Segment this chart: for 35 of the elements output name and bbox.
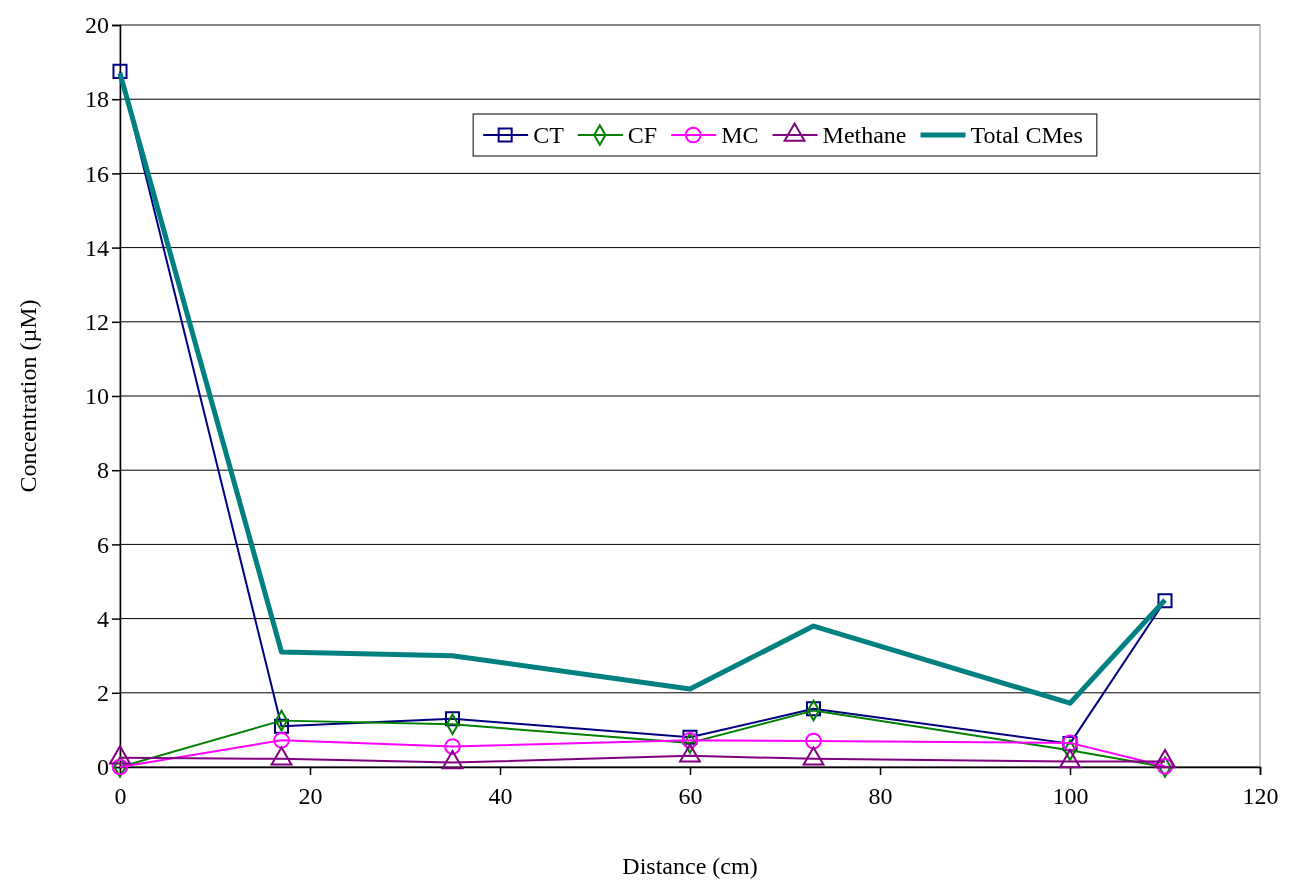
x-axis-title: Distance (cm) xyxy=(622,853,758,879)
x-tick-label: 80 xyxy=(868,783,893,810)
x-tick-label: 40 xyxy=(488,783,513,810)
x-tick-label: 60 xyxy=(678,783,703,810)
point xyxy=(444,711,461,727)
y-tick-label: 20 xyxy=(85,12,109,39)
y-tick-label: 6 xyxy=(97,531,109,558)
y-tick-label: 16 xyxy=(85,160,109,187)
point xyxy=(444,738,461,755)
y-tick-label: 2 xyxy=(97,679,109,706)
y-tick-label: 18 xyxy=(85,86,109,113)
point xyxy=(681,731,699,749)
point xyxy=(112,63,128,79)
y-tick-label: 4 xyxy=(97,605,109,632)
point xyxy=(805,732,822,750)
y-tick-label: 12 xyxy=(85,308,109,335)
legend-label: Methane xyxy=(822,122,907,148)
y-tick-label: 0 xyxy=(97,754,109,781)
x-tick-label: 100 xyxy=(1052,783,1089,810)
legend-label: Total CMes xyxy=(970,122,1083,148)
y-tick-label: 14 xyxy=(85,234,109,261)
legend-label: CF xyxy=(627,122,658,148)
legend-label: CT xyxy=(533,122,565,148)
y-tick-label: 10 xyxy=(85,383,109,410)
point xyxy=(273,731,290,749)
point xyxy=(1157,593,1173,609)
legend-label: MC xyxy=(721,122,759,148)
y-tick-label: 8 xyxy=(97,457,109,484)
point xyxy=(805,701,822,717)
x-tick-label: 120 xyxy=(1242,783,1279,810)
point xyxy=(682,729,698,745)
point xyxy=(273,718,290,734)
y-axis-title: Concentration (µM) xyxy=(15,299,41,493)
x-tick-label: 20 xyxy=(298,783,323,810)
x-tick-label: 0 xyxy=(114,783,127,810)
